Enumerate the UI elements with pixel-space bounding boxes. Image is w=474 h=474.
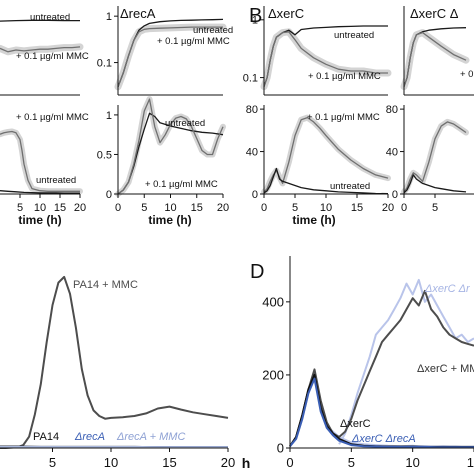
panel-letter-d: D <box>250 261 264 283</box>
p8-x-tick-label: 5 <box>432 202 438 214</box>
p1-series-line-1 <box>0 46 81 53</box>
p6-label-untreated: untreated <box>165 118 205 129</box>
p3-y-tick-label: 1 <box>252 15 258 27</box>
p2-y-tick-label: 0.1 <box>97 57 112 69</box>
p10-series-line-2 <box>289 289 474 447</box>
p10-y-tick-label: 200 <box>262 367 284 382</box>
p7-label-untreated: untreated <box>330 181 370 192</box>
p6-y-tick-label: 0 <box>106 189 112 201</box>
p4-series-line-1 <box>403 31 467 87</box>
p10-series-line-4 <box>289 377 474 449</box>
p6-x-tick-label: 10 <box>164 202 176 214</box>
p10-series-line-1 <box>338 278 474 445</box>
panel-title-xerc: ΔxerC <box>268 6 304 21</box>
p6-x-tick-label: 20 <box>217 202 229 214</box>
p7-label-mmc: + 0.1 µg/ml MMC <box>307 112 380 123</box>
p5-x-tick-label: 20 <box>74 202 86 214</box>
p7-x-tick-label: 0 <box>261 202 267 214</box>
p6-series-line-1 <box>117 98 224 195</box>
p2-y-tick-label: 1 <box>106 11 112 23</box>
p10-y-tick-label: 0 <box>277 441 284 456</box>
p4-label-cut: + 0 <box>460 69 473 80</box>
p5-x-axis-label: time (h) <box>18 213 61 227</box>
p8-y-tick-label: 0 <box>392 189 398 201</box>
p7-y-tick-label: 80 <box>246 104 258 116</box>
p10-y-tick-label: 400 <box>262 294 284 309</box>
panel-title-reca: ΔrecA <box>120 6 156 21</box>
p5-series-line-0 <box>0 130 80 192</box>
p5-x-tick-label: 10 <box>34 202 46 214</box>
p7-x-tick-label: 15 <box>351 202 363 214</box>
p9-label-reca: ΔrecA <box>74 431 105 443</box>
p8-y-tick-label: 80 <box>386 104 398 116</box>
series-lines <box>0 18 474 449</box>
p9-x-tick-label: 15 <box>162 455 176 470</box>
p9-label-reca-mmc: ΔrecA + MMC <box>116 431 185 443</box>
axes: 1 0.1 1 0.1 5 10 15 20 time (h) 0 5 10 15 20 1 0.5 0 time… <box>0 6 474 471</box>
p9-series-line-0 <box>0 275 229 449</box>
p8-series-line-1 <box>403 174 467 194</box>
p7-series-line-1 <box>263 167 389 195</box>
p1-series-line-0 <box>0 19 80 22</box>
p8-band-0 <box>401 118 469 195</box>
p7-series-line-0 <box>263 116 389 193</box>
p2-label-untreated: untreated <box>193 25 233 36</box>
p8-series-line-0 <box>403 121 467 193</box>
p8-x-tick-label: 0 <box>401 202 407 214</box>
p7-x-tick-label: 5 <box>292 202 298 214</box>
p7-x-axis-label: time (h) <box>292 213 335 227</box>
p10-x-tick-label: 5 <box>348 455 355 470</box>
panel-letter-b: B <box>249 5 262 27</box>
p10-label-xerc-reca: ΔxerC ΔrecA <box>351 433 416 445</box>
p9-x-tick-label: 10 <box>104 455 118 470</box>
p10-x-tick-label: 0 <box>286 455 293 470</box>
p5-label-mmc: + 0.1 µg/ml MMC <box>16 112 89 123</box>
p10-label-xerc-reca-mmc: ΔxerC Δr <box>424 283 471 295</box>
panel-title-xerc-reca: ΔxerC Δ <box>410 6 459 21</box>
p5-label-untreated: untreated <box>36 175 76 186</box>
p6-label-mmc: + 0.1 µg/ml MMC <box>145 179 218 190</box>
p10-x-tick-label: 10 <box>405 455 419 470</box>
p9-x-tick-label: 20 <box>221 455 235 470</box>
p8-y-tick-label: 40 <box>386 146 398 158</box>
p6-x-tick-label: 5 <box>141 202 147 214</box>
p2-label-mmc: + 0.1 µg/ml MMC <box>157 36 230 47</box>
p3-y-tick-label: 0.1 <box>243 72 258 84</box>
p6-y-tick-label: 0.5 <box>97 149 112 161</box>
p5-series-line-1 <box>0 190 80 194</box>
p1-label-untreated: untreated <box>30 12 70 23</box>
p3-label-mmc: + 0.1 µg/ml MMC <box>308 71 381 82</box>
p3-series-line-1 <box>263 31 388 87</box>
p6-x-tick-label: 15 <box>191 202 203 214</box>
p6-y-tick-label: 1 <box>106 110 112 122</box>
p7-y-tick-label: 0 <box>252 189 258 201</box>
p4-band-1 <box>400 29 470 91</box>
p10-x-tick-label: 15 <box>467 455 474 470</box>
p9-label-pa14: PA14 <box>33 431 59 443</box>
p9-x-axis-label: h <box>242 455 251 471</box>
p6-x-axis-label: time (h) <box>148 213 191 227</box>
p5-x-tick-label: 5 <box>17 202 23 214</box>
p5-x-tick-label: 15 <box>54 202 66 214</box>
p9-label-pa14-mmc: PA14 + MMC <box>73 279 138 291</box>
p9-x-tick-label: 5 <box>49 455 56 470</box>
p10-label-xerc-mmc: ΔxerC + MM <box>417 363 474 375</box>
p7-y-tick-label: 40 <box>246 146 258 158</box>
p7-x-tick-label: 10 <box>320 202 332 214</box>
p2-series-line-1 <box>117 26 223 88</box>
p6-x-tick-label: 0 <box>115 202 121 214</box>
p3-label-untreated: untreated <box>334 30 374 41</box>
p10-label-xerc: ΔxerC <box>340 418 371 430</box>
p1-label-mmc: + 0.1 µg/ml MMC <box>16 51 89 62</box>
p7-x-tick-label: 20 <box>382 202 394 214</box>
